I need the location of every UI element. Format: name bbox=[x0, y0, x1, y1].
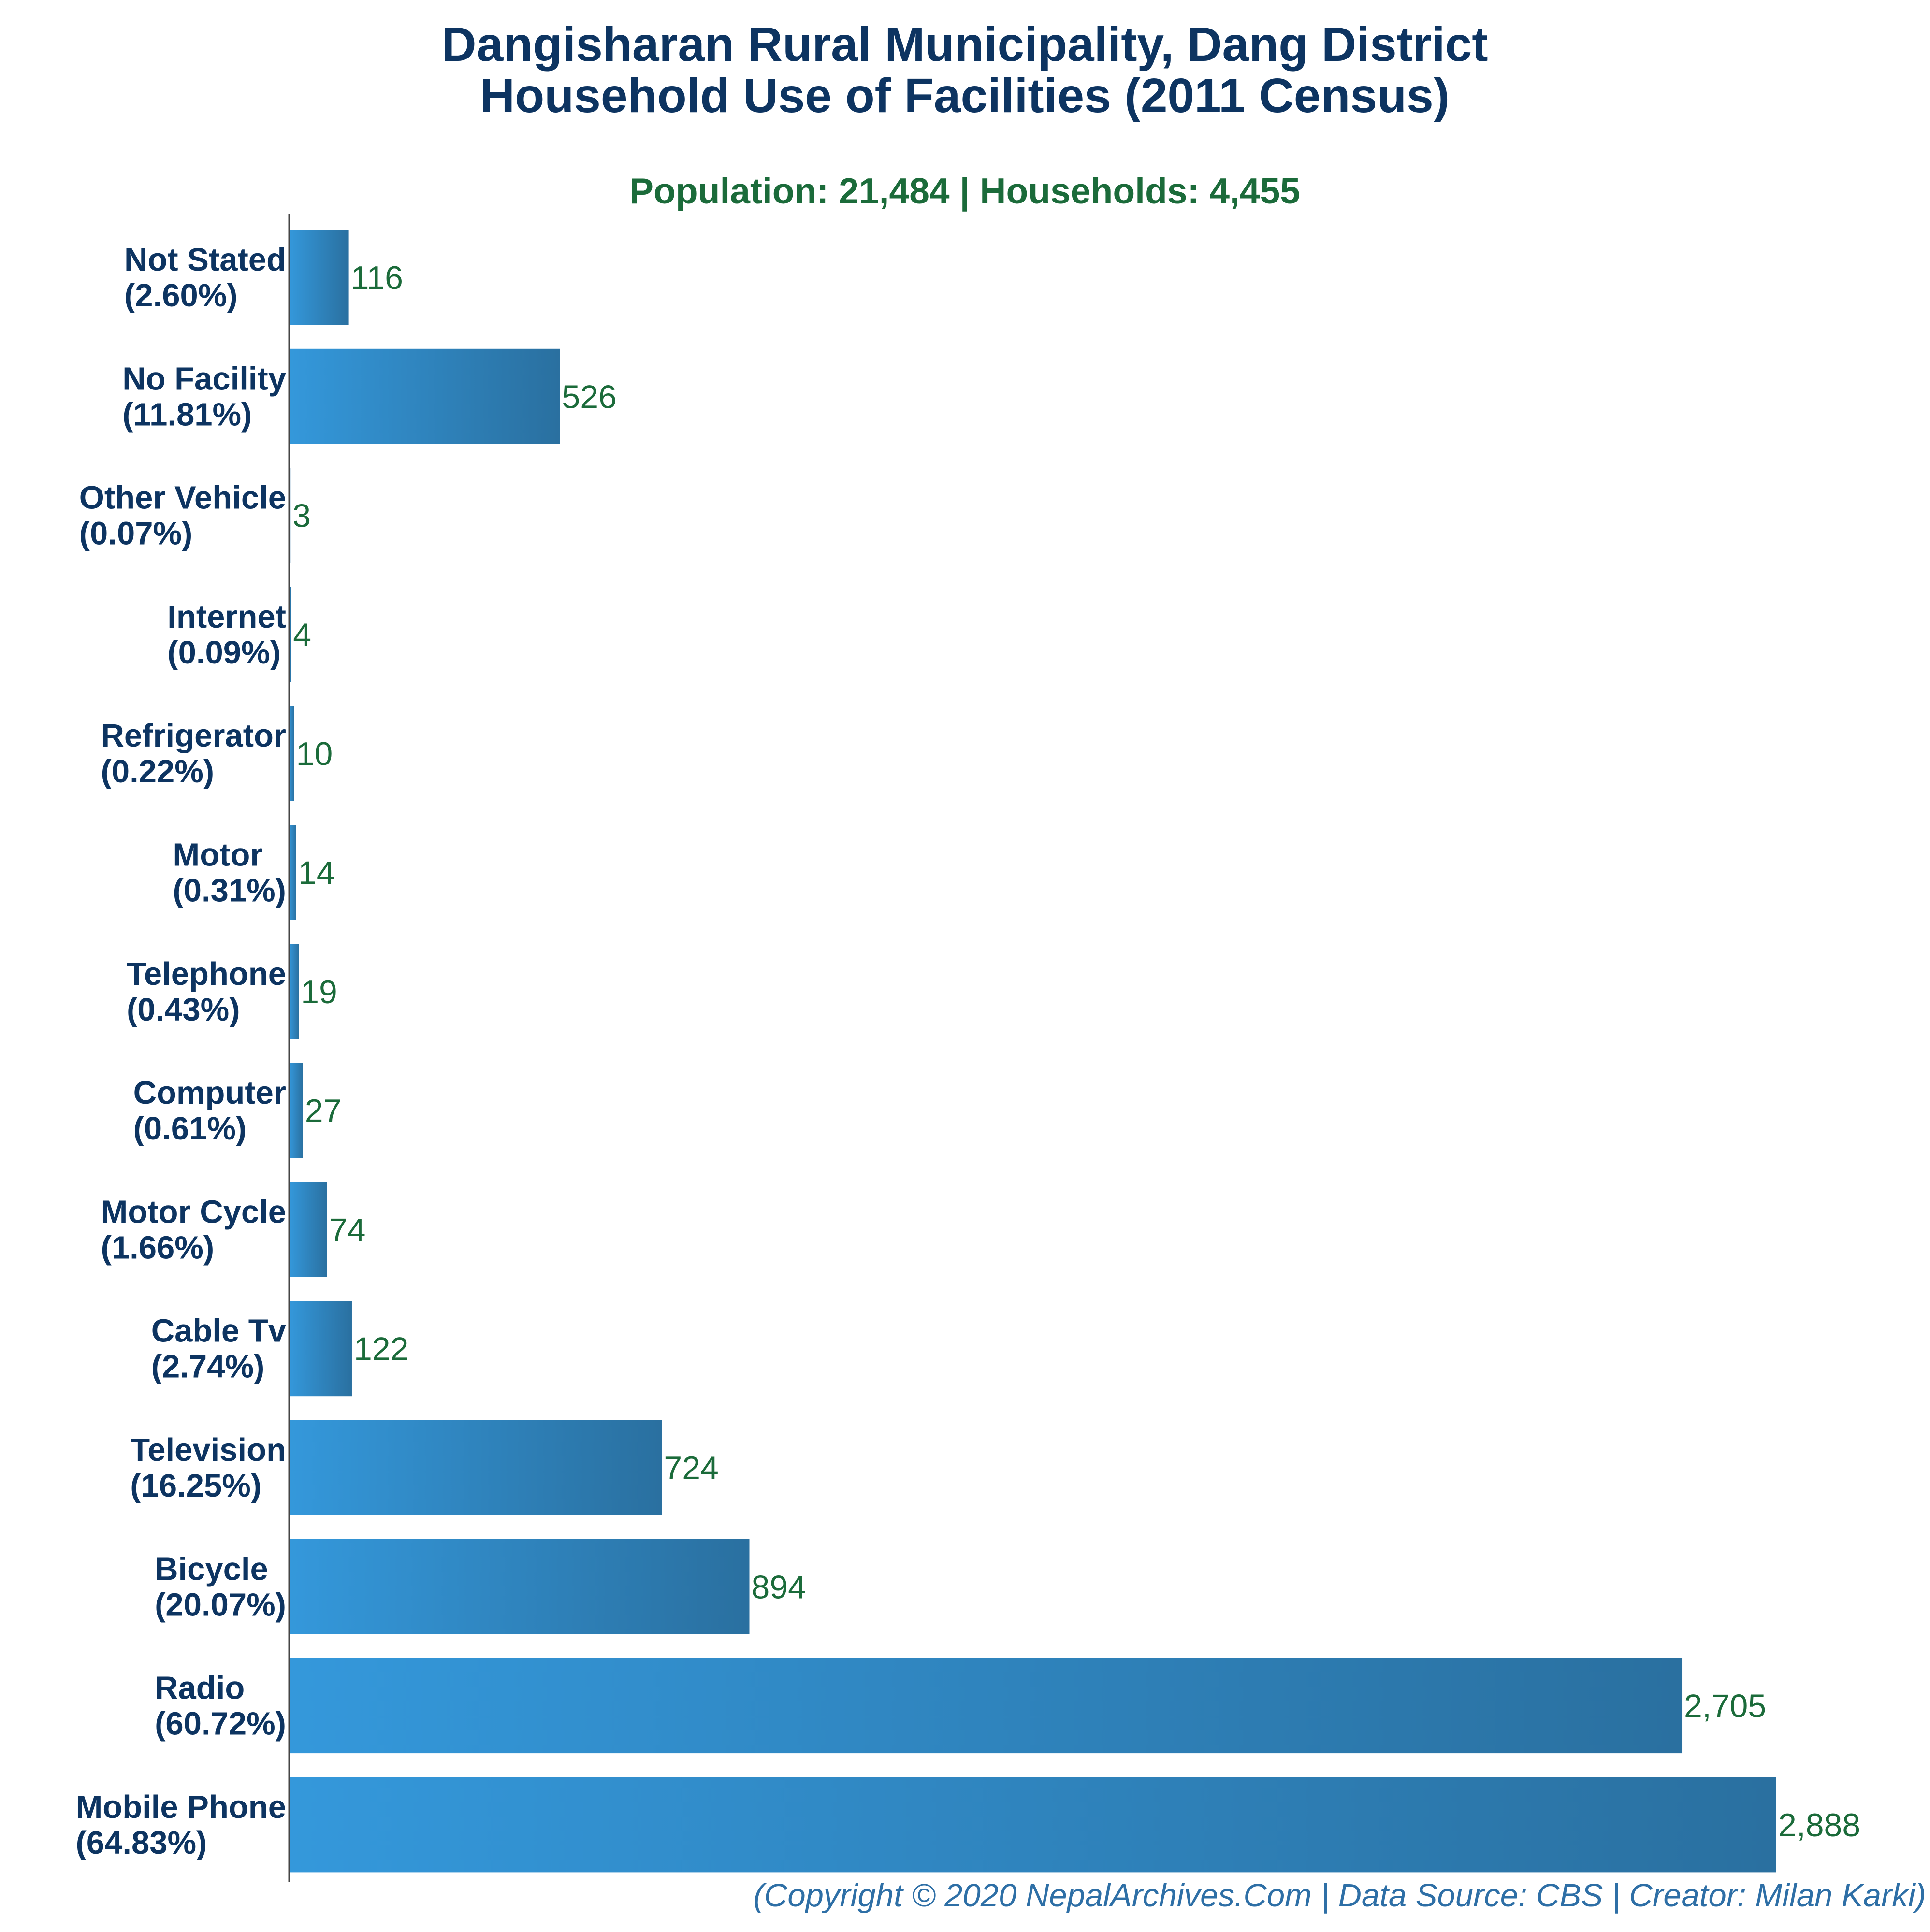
category-percent: (0.61%) bbox=[133, 1110, 247, 1147]
category-name: Telephone bbox=[127, 956, 286, 992]
category-name: Radio bbox=[155, 1670, 245, 1706]
bar-radio bbox=[289, 1658, 1683, 1754]
category-percent: (60.72%) bbox=[155, 1706, 286, 1742]
category-percent: (2.74%) bbox=[151, 1349, 265, 1385]
category-percent: (11.81%) bbox=[122, 396, 252, 433]
category-percent: (64.83%) bbox=[76, 1825, 207, 1861]
category-label: Cable Tv (2.74%) bbox=[151, 1313, 286, 1385]
category-percent: (0.43%) bbox=[127, 992, 240, 1028]
category-name: Internet bbox=[167, 599, 286, 635]
category-percent: (16.25%) bbox=[130, 1468, 261, 1504]
bar-motor bbox=[289, 825, 296, 920]
value-labels-group: 116 526 3 4 10 14 19 27 74 122 724 894 2,705 2,888 bbox=[292, 260, 1860, 1844]
bar-internet bbox=[289, 587, 291, 682]
value-label: 2,705 bbox=[1684, 1688, 1766, 1725]
chart-footer: (Copyright © 2020 NepalArchives.Com | Da… bbox=[754, 1877, 1926, 1914]
value-label: 526 bbox=[562, 378, 616, 415]
bar-no-facility bbox=[289, 348, 560, 444]
category-name: Mobile Phone bbox=[76, 1789, 287, 1825]
category-name: Computer bbox=[133, 1075, 286, 1111]
chart-title: Dangisharan Rural Municipality, Dang Dis… bbox=[441, 17, 1488, 72]
category-name: Motor Cycle bbox=[101, 1194, 286, 1230]
category-labels-group: Not Stated (2.60%) No Facility (11.81%) Othe… bbox=[76, 242, 287, 1861]
bar-other-vehicle bbox=[289, 468, 291, 563]
category-label: Refrigerator (0.22%) bbox=[101, 718, 286, 790]
category-percent: (0.09%) bbox=[167, 634, 281, 671]
category-percent: (0.31%) bbox=[173, 873, 286, 909]
category-label: Bicycle (20.07%) bbox=[155, 1551, 286, 1623]
bar-cable-tv bbox=[289, 1301, 352, 1397]
value-label: 122 bbox=[354, 1331, 408, 1368]
category-label: Internet (0.09%) bbox=[167, 599, 286, 671]
category-name: Television bbox=[130, 1432, 286, 1468]
category-percent: (20.07%) bbox=[155, 1586, 286, 1623]
category-label: Telephone (0.43%) bbox=[127, 956, 286, 1028]
value-label: 724 bbox=[664, 1450, 718, 1486]
value-label: 74 bbox=[329, 1211, 366, 1248]
value-label: 27 bbox=[305, 1093, 342, 1129]
category-name: Bicycle bbox=[155, 1551, 268, 1587]
value-label: 3 bbox=[292, 498, 311, 534]
value-label: 10 bbox=[296, 735, 333, 772]
value-label: 2,888 bbox=[1778, 1807, 1860, 1844]
bar-telephone bbox=[289, 944, 299, 1039]
bar-mobile-phone bbox=[289, 1777, 1776, 1873]
chart-subtitle: Population: 21,484 | Households: 4,455 bbox=[629, 171, 1300, 212]
category-label: Television (16.25%) bbox=[130, 1432, 286, 1504]
category-percent: (0.22%) bbox=[101, 753, 215, 790]
value-label: 894 bbox=[752, 1569, 806, 1605]
category-name: No Facility bbox=[122, 360, 286, 397]
category-label: Radio (60.72%) bbox=[155, 1670, 286, 1742]
bars-group bbox=[289, 230, 1776, 1873]
value-label: 4 bbox=[293, 617, 311, 653]
bar-television bbox=[289, 1420, 662, 1515]
category-name: Not Stated bbox=[124, 242, 286, 278]
bar-not-stated bbox=[289, 230, 349, 325]
category-label: Computer (0.61%) bbox=[133, 1075, 286, 1147]
category-name: Other Vehicle bbox=[79, 480, 286, 516]
category-label: Other Vehicle (0.07%) bbox=[79, 480, 286, 552]
chart-title-line2: Household Use of Facilities (2011 Census… bbox=[480, 69, 1450, 123]
category-label: Motor Cycle (1.66%) bbox=[101, 1194, 286, 1266]
bar-computer bbox=[289, 1063, 303, 1158]
value-label: 116 bbox=[351, 260, 403, 296]
category-name: Refrigerator bbox=[101, 718, 286, 754]
value-label: 19 bbox=[301, 974, 337, 1010]
bar-refrigerator bbox=[289, 706, 294, 801]
category-name: Cable Tv bbox=[151, 1313, 286, 1349]
category-percent: (0.07%) bbox=[79, 516, 193, 552]
category-label: Mobile Phone (64.83%) bbox=[76, 1789, 287, 1861]
category-percent: (1.66%) bbox=[101, 1229, 215, 1266]
category-label: Motor (0.31%) bbox=[173, 837, 286, 909]
bar-motor-cycle bbox=[289, 1182, 327, 1277]
category-percent: (2.60%) bbox=[124, 277, 238, 314]
category-label: Not Stated (2.60%) bbox=[124, 242, 286, 314]
bar-bicycle bbox=[289, 1539, 750, 1634]
category-name: Motor bbox=[173, 837, 262, 873]
value-label: 14 bbox=[298, 855, 335, 892]
category-label: No Facility (11.81%) bbox=[122, 360, 286, 433]
